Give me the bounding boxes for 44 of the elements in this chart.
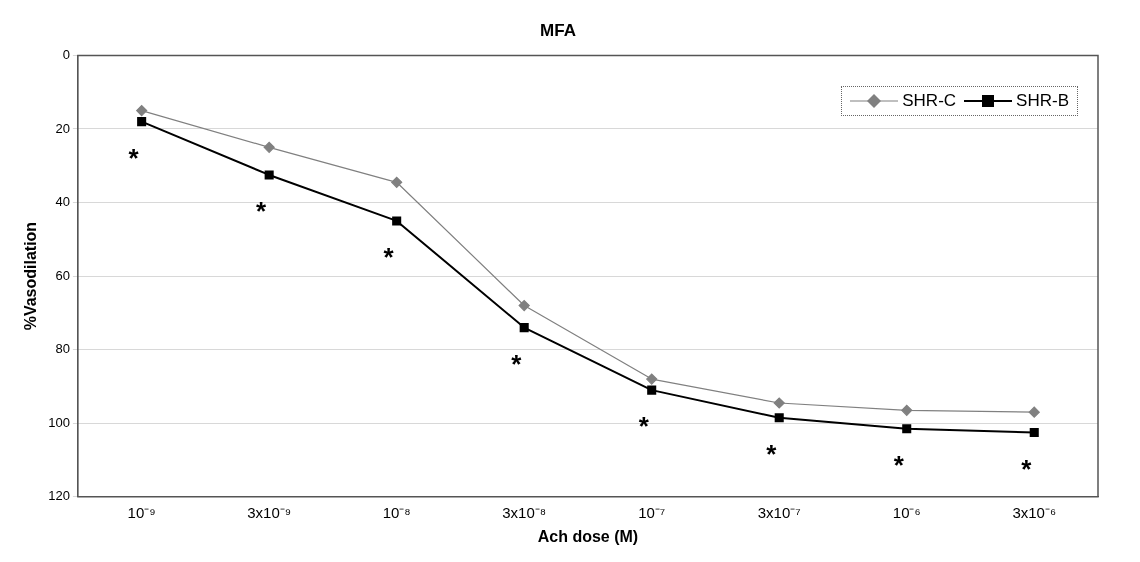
point [264, 170, 274, 180]
chart-title: MFA [540, 20, 576, 40]
x-axis-title: Ach dose (M) [537, 527, 639, 545]
annotation: * [128, 142, 140, 173]
y-tick-label: 120 [48, 488, 70, 504]
legend-label: SHR-C [902, 91, 957, 111]
annotation: * [256, 196, 268, 227]
x-tick-label: 10⁻⁸ [382, 503, 411, 521]
x-tick-label: 10⁻⁷ [638, 503, 666, 521]
point [1029, 427, 1039, 437]
point [263, 141, 275, 153]
annotation: * [1021, 453, 1033, 484]
point [901, 404, 913, 416]
y-tick-label: 60 [55, 267, 70, 283]
point [647, 385, 657, 395]
point [902, 424, 912, 434]
x-tick-label: 10⁻⁹ [127, 503, 156, 521]
annotation: * [638, 411, 650, 442]
legend-label: SHR-B [1016, 91, 1069, 111]
annotation: * [893, 449, 905, 480]
x-tick-label: 3x10⁻⁶ [1012, 503, 1057, 521]
point [773, 397, 785, 409]
point [392, 216, 402, 226]
y-tick-label: 20 [55, 120, 70, 136]
annotation: * [766, 438, 778, 469]
point [137, 117, 147, 127]
y-axis-title: %Vasodilation [22, 221, 40, 331]
y-tick-label: 40 [55, 194, 70, 210]
y-tick-label: 80 [55, 341, 70, 357]
annotation: * [511, 348, 523, 379]
x-tick-label: 10⁻⁶ [892, 503, 921, 521]
annotation: * [383, 242, 395, 273]
point [646, 373, 658, 385]
x-tick-label: 3x10⁻⁹ [247, 503, 292, 521]
y-tick-label: 100 [48, 414, 70, 430]
x-tick-label: 3x10⁻⁸ [502, 503, 547, 521]
point [136, 104, 148, 117]
point [774, 413, 784, 423]
point [391, 176, 403, 188]
x-tick-label: 3x10⁻⁷ [757, 503, 801, 521]
point [518, 299, 530, 312]
point [519, 323, 529, 333]
point [1028, 406, 1040, 418]
y-tick-label: 0 [62, 46, 70, 62]
